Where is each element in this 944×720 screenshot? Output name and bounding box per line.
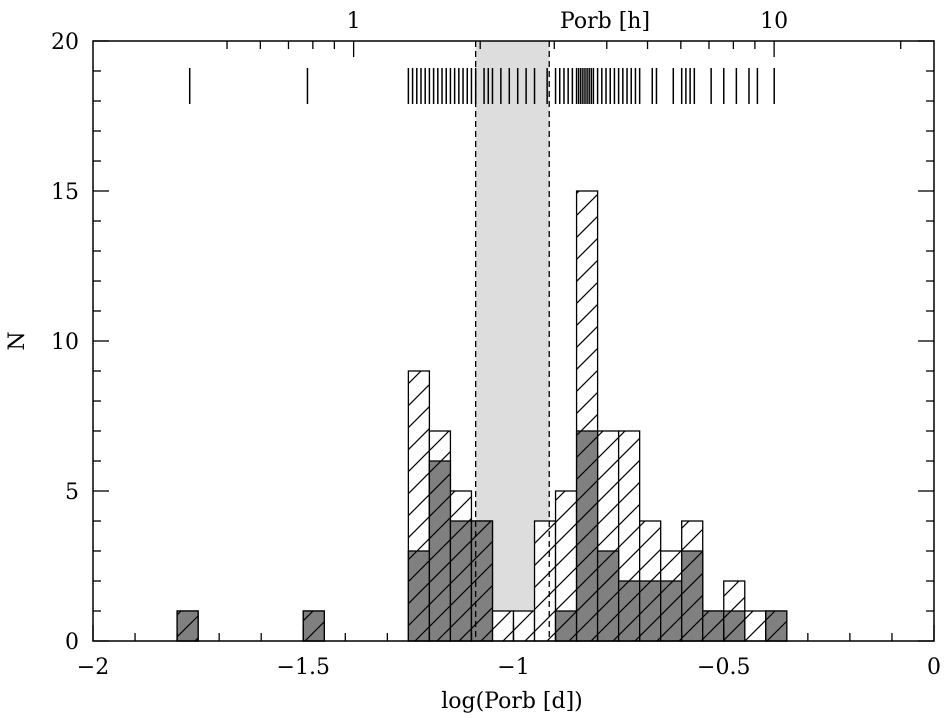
rug-marks [188,68,775,104]
filled-bar-hatch [428,460,452,642]
filled-bar-hatch [470,520,494,642]
filled-bar-hatch [176,610,199,642]
y-tick-label: 15 [51,180,79,205]
filled-bar-hatch [554,610,578,642]
filled-bar-hatch [575,430,599,642]
filled-bar-hatch [681,550,704,642]
x-tick-label: −1.5 [277,655,330,680]
y-tick-label: 0 [65,630,79,655]
x-tick-label: −2 [77,655,109,680]
filled-bar-hatch [596,550,620,642]
filled-bar-hatch [407,550,431,642]
filled-bar-hatch [617,580,641,642]
y-axis-title: N [5,331,30,350]
band-edge-lines [475,41,550,641]
x-tick-label: −1 [497,655,529,680]
hatched-bar [744,610,767,642]
filled-bar-hatch [449,520,473,642]
y-tick-label: 10 [51,330,79,355]
hatched-bar [533,520,557,642]
y-tick-label: 5 [65,480,79,505]
filled-bar-hatch [723,610,746,642]
x-tick-label: −0.5 [697,655,750,680]
y-tick-label: 20 [51,30,79,55]
hatched-bar [491,610,515,642]
hatched-bar [512,610,536,642]
top-axis-title: Porb [h] [560,9,650,34]
filled-bar-hatch [302,610,325,642]
top-tick-label: 1 [347,9,361,34]
axis-ticks [92,40,935,642]
filled-bar-hatch [765,610,788,642]
filled-bar-hatch [660,580,683,642]
x-tick-label: 0 [927,655,941,680]
top-tick-label: 10 [760,9,788,34]
filled-bar-hatch [639,580,662,642]
filled-bar-hatch [702,610,725,642]
tick-labels: −2 −1.5 −1 −0.5 0 0 5 10 15 20 1 10 [51,9,941,680]
x-axis-title: log(Porb [d]) [441,689,583,714]
filled-histogram [176,430,788,642]
